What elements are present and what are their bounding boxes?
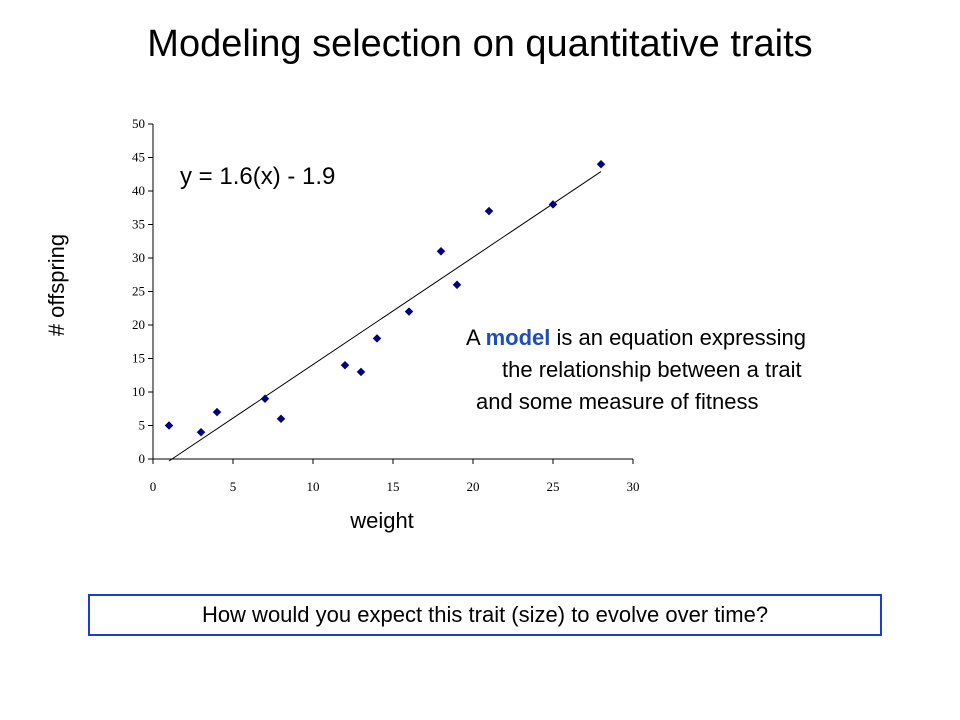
data-point-marker [548,200,558,209]
data-point-marker [196,427,206,437]
data-point-marker [212,407,222,417]
data-point-marker [356,367,366,377]
y-tick-label: 20 [132,317,145,332]
x-axis-title: weight [349,508,414,533]
data-point-marker [452,280,462,290]
note-line-3: and some measure of fitness [476,389,759,414]
y-tick-label: 45 [132,150,145,165]
y-tick-label: 40 [132,183,145,198]
note-prefix: A [466,325,486,350]
data-point-marker [372,334,382,343]
x-tick-label: 25 [547,479,560,494]
x-tick-label: 0 [150,479,157,494]
trendline [168,171,602,462]
trendline-equation: y = 1.6(x) - 1.9 [180,163,335,190]
y-tick-label: 50 [132,116,145,131]
x-tick-label: 15 [387,479,400,494]
x-tick-label: 30 [627,479,640,494]
y-axis-title: # offspring [44,234,69,336]
x-tick-label: 10 [307,479,320,494]
question-box: How would you expect this trait (size) t… [88,594,882,636]
model-definition-note: A model is an equation expressing the re… [466,322,946,418]
x-tick-label: 5 [230,479,237,494]
trendline-group [168,171,602,462]
data-point-marker [164,421,174,430]
y-tick-label: 0 [139,451,146,466]
data-point-marker [340,360,350,370]
data-point-marker [404,307,414,316]
note-line-2: the relationship between a trait [502,357,802,382]
data-points [164,159,606,437]
y-tick-label: 30 [132,250,145,265]
data-point-marker [436,246,446,256]
y-tick-label: 5 [139,418,146,433]
y-tick-label: 25 [132,284,145,299]
x-tick-label: 20 [467,479,480,494]
y-tick-label: 15 [132,351,145,366]
note-line-1-rest: is an equation expressing [550,325,806,350]
data-point-marker [260,394,270,404]
chart-ticks: 0 5 10 15 20 25 30 35 40 45 50 0 5 10 15 20 25 30 [132,116,640,494]
note-line-1: A model is an equation expressing [466,322,946,354]
data-point-marker [596,159,606,169]
data-point-marker [276,414,286,424]
y-tick-label: 10 [132,384,145,399]
model-keyword: model [485,325,551,350]
data-point-marker [484,206,494,216]
slide-title: Modeling selection on quantitative trait… [147,23,813,65]
y-tick-label: 35 [132,217,145,232]
